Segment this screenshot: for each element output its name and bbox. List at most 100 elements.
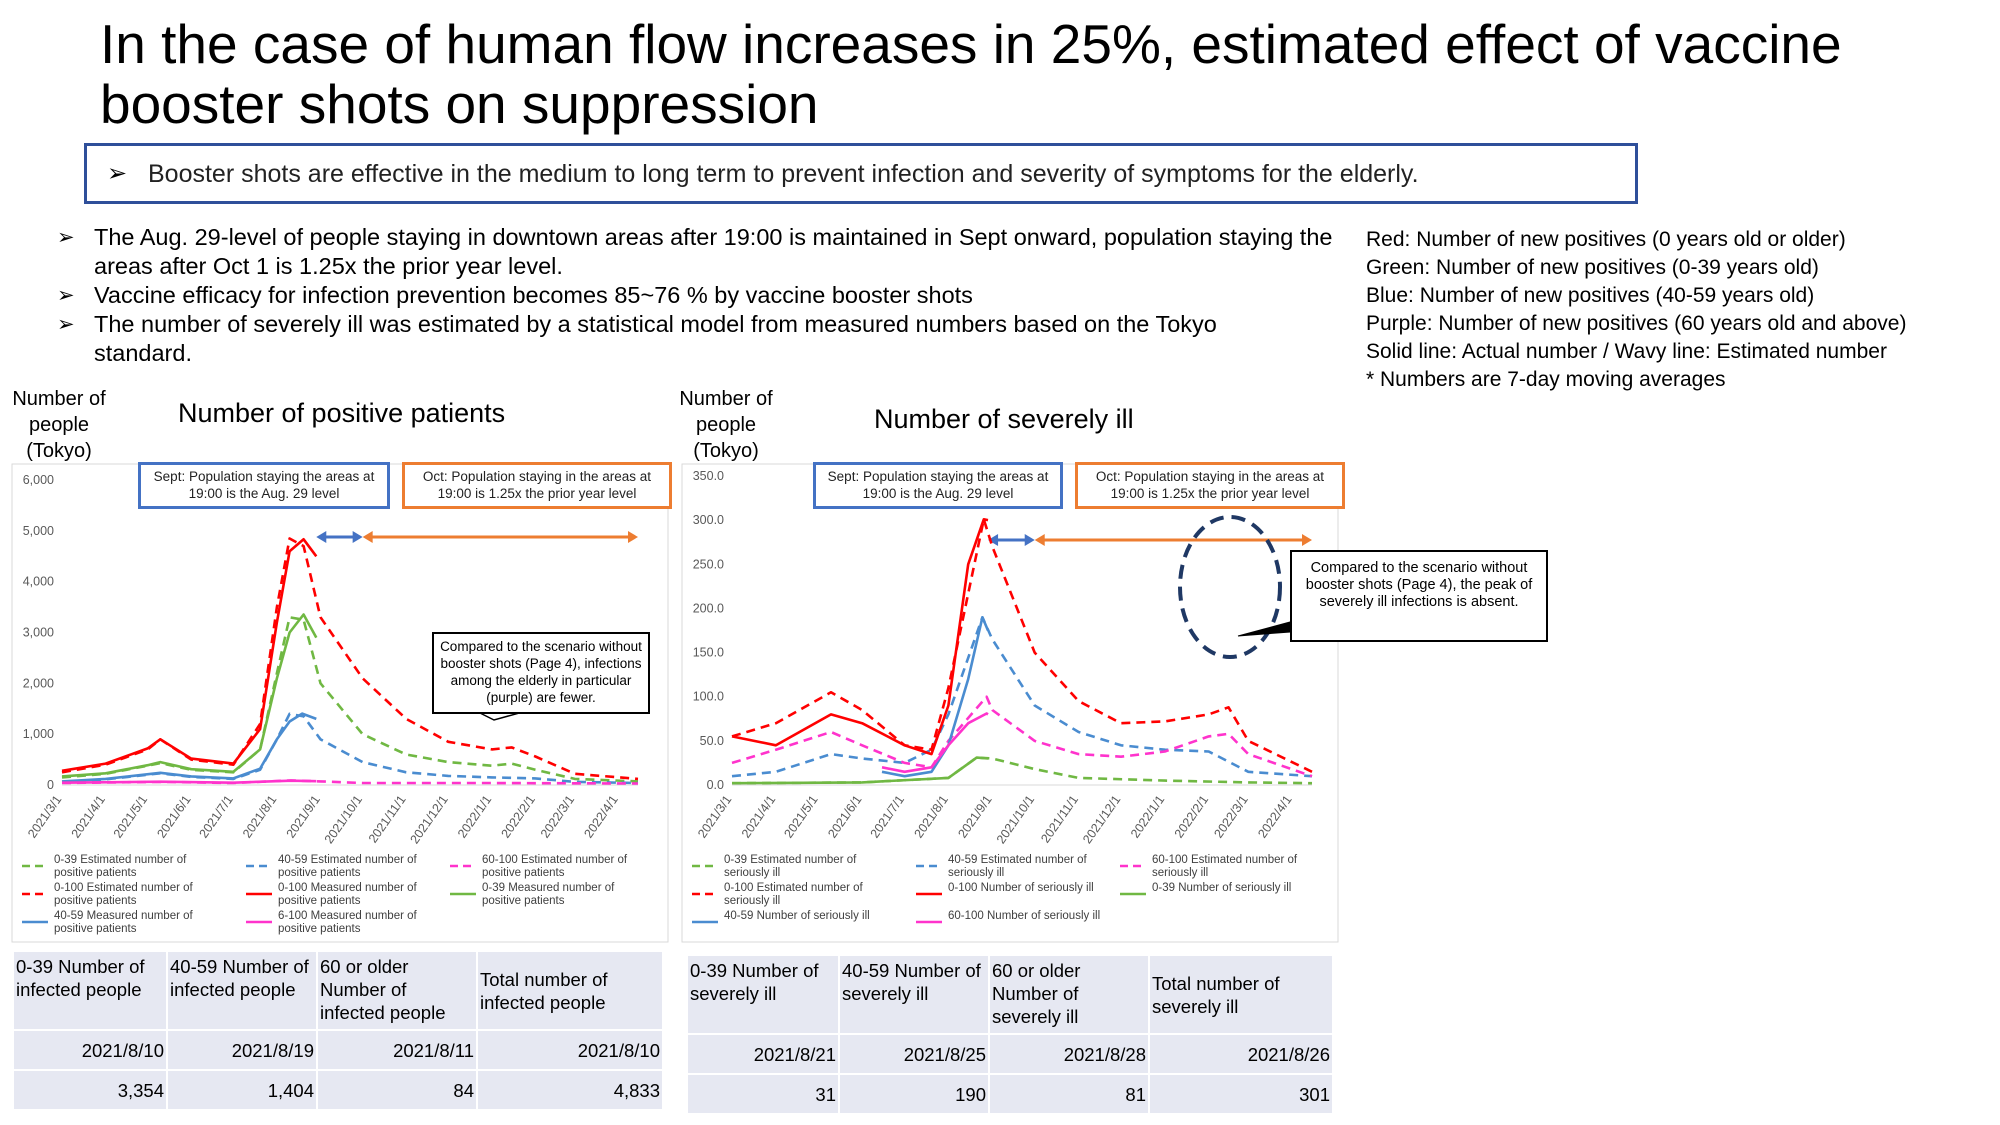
series-line [61, 712, 317, 783]
table-header: 40-59 Number of severely ill [840, 956, 988, 1033]
table-cell-date: 2021/8/10 [478, 1031, 662, 1069]
absent-peak-ellipse [1178, 515, 1282, 659]
table-header: 0-39 Number of severely ill [688, 956, 838, 1033]
y-tick-label: 5,000 [23, 524, 54, 538]
y-tick-label: 50.0 [700, 734, 724, 748]
series-line [61, 538, 318, 773]
chart-title: Number of positive patients [178, 398, 506, 428]
x-tick-label: 2021/4/1 [739, 793, 778, 841]
sept-period-arrow-head [988, 534, 999, 546]
x-tick-label: 2021/10/1 [322, 793, 365, 847]
x-tick-label: 2022/2/1 [499, 793, 538, 841]
legend-label: 0-39 Number of seriously ill [1152, 882, 1291, 894]
infected-peak-table: 0-39 Number of infected people 40-59 Num… [12, 950, 664, 1111]
annotation-callout: Compared to the scenario without booster… [1290, 550, 1548, 642]
oct-period-arrow-head [362, 531, 373, 543]
x-tick-label: 2021/11/1 [366, 793, 409, 846]
oct-period-arrow-head [1034, 534, 1045, 546]
y-tick-label: 2,000 [23, 676, 54, 690]
legend-label: 40-59 Estimated number of positive patien… [278, 854, 418, 879]
bullet-arrow-icon: ➢ [107, 160, 128, 187]
x-tick-label: 2022/1/1 [455, 793, 494, 841]
x-tick-label: 2021/12/1 [1080, 793, 1123, 847]
x-tick-label: 2021/4/1 [69, 793, 108, 841]
x-tick-label: 2021/3/1 [695, 793, 734, 841]
x-tick-label: 2021/7/1 [196, 793, 235, 841]
series-line [61, 613, 318, 778]
table-cell-date: 2021/8/21 [688, 1035, 838, 1073]
oct-period-arrow-head [1302, 534, 1312, 546]
y-tick-label: 3,000 [23, 626, 54, 640]
y-tick-label: 0.0 [707, 778, 724, 792]
bullet-text: The Aug. 29-level of people staying in d… [94, 224, 1333, 279]
bullet-arrow-icon: ➢ [57, 284, 75, 307]
legend-label: 60-100 Estimated number of positive patie… [482, 854, 628, 879]
series-line [881, 712, 989, 774]
x-tick-label: 2021/10/1 [994, 793, 1037, 847]
table-cell-date: 2021/8/19 [168, 1031, 316, 1069]
chart-title: Number of severely ill [874, 404, 1134, 434]
x-tick-label: 2022/3/1 [1211, 793, 1250, 841]
table-header: Total number of infected people [478, 952, 662, 1029]
x-tick-label: 2021/5/1 [781, 793, 820, 841]
severely-ill-plot: 0.0 50.0 100.0 150.0 200.0 250.0 300.0 350.0 202… [681, 463, 1339, 943]
legend-note: Blue: Number of new positives (40-59 yea… [1366, 284, 1815, 307]
y-tick-label: 4,000 [23, 575, 54, 589]
series-line [61, 712, 639, 785]
x-tick-label: 2021/11/1 [1038, 793, 1081, 846]
table-header: 0-39 Number of infected people [14, 952, 166, 1029]
legend-note: Purple: Number of new positives (60 year… [1366, 312, 1907, 335]
table-header: 40-59 Number of infected people [168, 952, 316, 1029]
x-tick-label: 2021/7/1 [868, 793, 907, 841]
x-tick-label: 2022/2/1 [1172, 793, 1211, 841]
table-cell-date: 2021/8/28 [990, 1035, 1148, 1073]
legend-label: 0-39 Estimated number of seriously ill [724, 854, 857, 879]
y-tick-label: 250.0 [693, 557, 724, 571]
table-cell-date: 2021/8/26 [1150, 1035, 1332, 1073]
legend-label: 40-59 Estimated number of seriously ill [948, 854, 1088, 879]
legend-label: 0-100 Estimated number of positive patien… [54, 882, 194, 907]
legend-label: 6-100 Measured number of positive patient… [278, 910, 418, 935]
table-cell-value: 31 [688, 1075, 838, 1113]
series-line [731, 518, 1313, 773]
oct-period-arrow-head [628, 531, 638, 543]
table-cell-value: 1,404 [168, 1071, 316, 1109]
bullet-arrow-icon: ➢ [57, 226, 75, 249]
series-line [731, 518, 989, 756]
series-line [881, 616, 990, 778]
x-tick-label: 2021/8/1 [912, 793, 951, 841]
x-tick-label: 2021/5/1 [111, 793, 150, 841]
key-message-box: ➢ Booster shots are effective in the med… [84, 143, 1638, 204]
color-legend-notes: Red: Number of new positives (0 years ol… [1366, 226, 1906, 394]
legend-label: 0-39 Estimated number of positive patient… [54, 854, 187, 879]
table-cell-value: 84 [318, 1071, 476, 1109]
legend-label: 60-100 Estimated number of seriously ill [1152, 854, 1298, 879]
y-tick-label: 1,000 [23, 727, 54, 741]
y-tick-label: 300.0 [693, 513, 724, 527]
period-box-oct: Oct: Population staying in the areas at … [402, 462, 672, 509]
bullet-text: Vaccine efficacy for infection preventio… [94, 282, 973, 308]
callout-pointer [1237, 621, 1291, 637]
positive-patients-chart: Number of people (Tokyo) Number of posit… [0, 380, 680, 950]
period-box-sept: Sept: Population staying the areas at 19… [813, 462, 1063, 509]
x-tick-label: 2022/4/1 [1255, 793, 1294, 841]
y-axis-title: Number of people (Tokyo) [679, 388, 773, 462]
x-tick-label: 2021/9/1 [955, 793, 994, 841]
period-box-oct: Oct: Population staying in the areas at … [1075, 462, 1345, 509]
period-box-sept: Sept: Population staying the areas at 19… [138, 462, 390, 509]
y-tick-label: 200.0 [693, 601, 724, 615]
key-message: Booster shots are effective in the mediu… [148, 160, 1419, 188]
y-tick-label: 150.0 [693, 646, 724, 660]
x-tick-label: 2022/4/1 [581, 793, 620, 841]
legend-label: 0-100 Estimated number of seriously ill [724, 882, 864, 907]
legend-label: 0-100 Number of seriously ill [948, 882, 1094, 894]
severely-ill-peak-table: 0-39 Number of severely ill 40-59 Number… [686, 954, 1334, 1115]
legend-label: 40-59 Measured number of positive patient… [54, 910, 194, 935]
table-cell-value: 4,833 [478, 1071, 662, 1109]
x-tick-label: 2021/3/1 [25, 793, 64, 841]
annotation-callout: Compared to the scenario without booster… [432, 632, 650, 714]
table-cell-value: 301 [1150, 1075, 1332, 1113]
table-header: Total number of severely ill [1150, 956, 1332, 1033]
table-cell-value: 81 [990, 1075, 1148, 1113]
